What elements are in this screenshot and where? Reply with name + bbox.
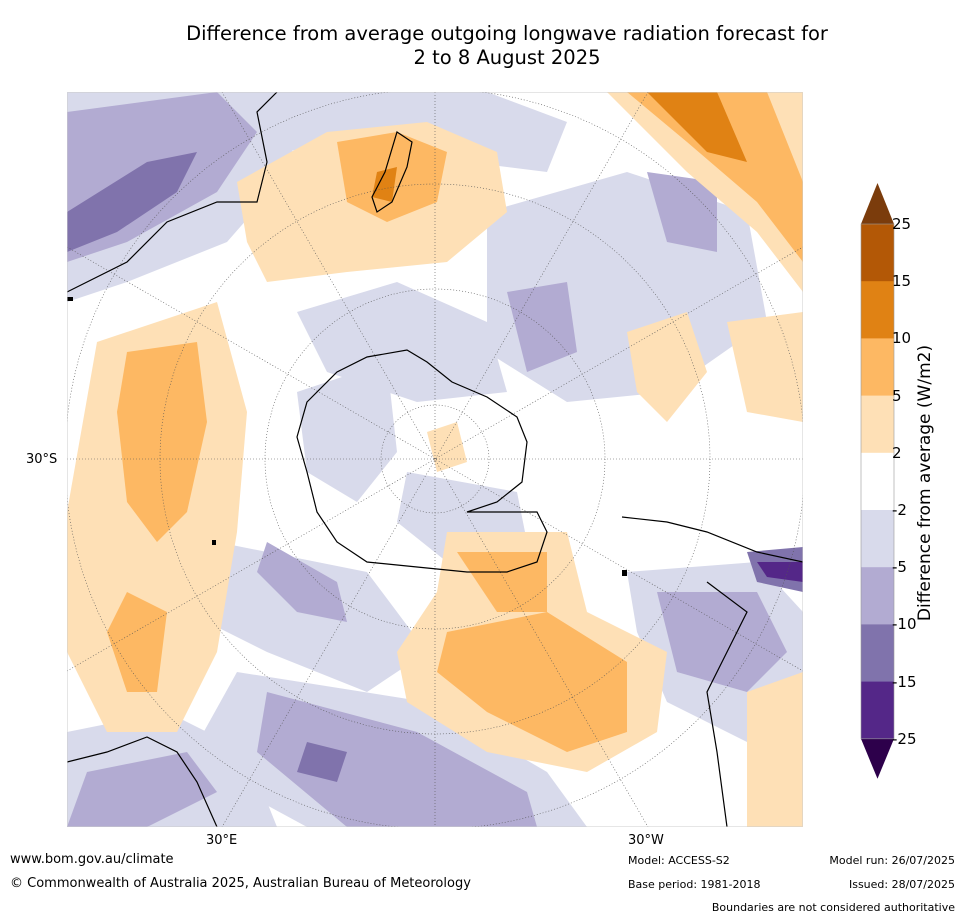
colorbar-segment bbox=[861, 395, 894, 454]
colorbar-segment bbox=[861, 338, 894, 397]
colorbar-segment bbox=[861, 224, 894, 282]
footer-issued: Issued: 28/07/2025 bbox=[848, 878, 955, 891]
lat-label-30s: 30°S bbox=[26, 452, 58, 467]
footer-model: Model: ACCESS-S2 bbox=[628, 854, 730, 867]
anomaly-map bbox=[67, 92, 803, 827]
colorbar-outline bbox=[860, 223, 895, 740]
africa-coastline bbox=[67, 736, 218, 827]
title-line-2: 2 to 8 August 2025 bbox=[413, 46, 601, 69]
map-title: Difference from average outgoing longwav… bbox=[67, 22, 947, 70]
footer-model-run: Model run: 26/07/2025 bbox=[829, 854, 955, 867]
footer-base-period: Base period: 1981-2018 bbox=[628, 878, 761, 891]
islands bbox=[67, 297, 627, 576]
colorbar-segment bbox=[861, 452, 894, 511]
colorbar-tick-label: 10 bbox=[892, 329, 912, 348]
colorbar-tick-label: -10 bbox=[892, 615, 917, 634]
colorbar-label: Difference from average (W/m2) bbox=[915, 344, 935, 622]
colorbar-segment bbox=[861, 624, 894, 683]
title-line-1: Difference from average outgoing longwav… bbox=[186, 22, 828, 45]
colorbar-tick-label: 2 bbox=[892, 443, 902, 462]
south-america-coastline bbox=[621, 516, 803, 827]
colorbar-extend-max bbox=[861, 183, 894, 224]
positive-anomaly-regions bbox=[67, 92, 803, 827]
lon-label-30e: 30°E bbox=[206, 833, 238, 848]
colorbar-tick-label: -25 bbox=[892, 729, 917, 748]
footer-url[interactable]: www.bom.gov.au/climate bbox=[10, 852, 174, 867]
colorbar-segment bbox=[861, 567, 894, 625]
colorbar-tick-label: 15 bbox=[892, 272, 912, 291]
colorbar-tick-label: 25 bbox=[892, 215, 912, 233]
lon-label-30w: 30°W bbox=[628, 833, 664, 848]
colorbar-tick-label: -15 bbox=[892, 672, 917, 691]
colorbar-segment bbox=[861, 281, 894, 339]
colorbar-segment bbox=[861, 510, 894, 568]
colorbar-extend-min bbox=[861, 738, 894, 779]
coastlines bbox=[67, 92, 803, 827]
colorbar-tick-label: -2 bbox=[892, 501, 907, 519]
colorbar bbox=[860, 183, 895, 779]
colorbar-tick-label: 5 bbox=[892, 386, 902, 405]
footer-copyright: © Commonwealth of Australia 2025, Austra… bbox=[10, 876, 471, 891]
colorbar-tick-label: -5 bbox=[892, 558, 907, 577]
australia-coastline bbox=[67, 92, 278, 293]
graticule bbox=[67, 92, 803, 827]
colorbar-segments bbox=[860, 183, 895, 779]
antarctica-coastline bbox=[296, 349, 548, 573]
new-zealand-coastline bbox=[371, 131, 413, 213]
footer-disclaimer: Boundaries are not considered authoritat… bbox=[711, 901, 955, 914]
colorbar-segment bbox=[861, 681, 894, 740]
